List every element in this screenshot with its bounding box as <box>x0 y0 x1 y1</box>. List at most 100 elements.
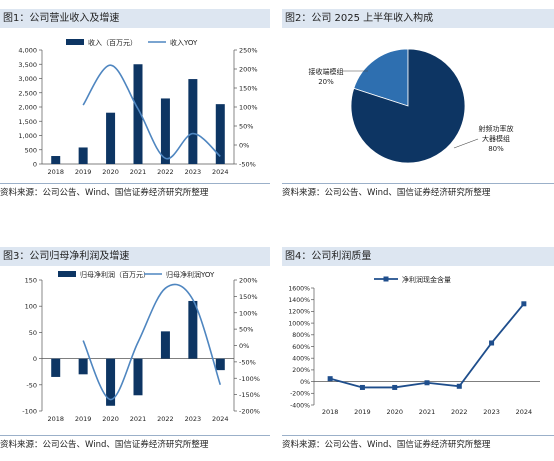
y2-tick-label: 200% <box>239 66 258 74</box>
bar <box>160 331 170 359</box>
x-tick-label: 2020 <box>102 168 119 176</box>
series-line <box>82 64 221 160</box>
divider <box>282 435 554 436</box>
bar <box>215 358 225 371</box>
y-tick-label: 3,500 <box>18 61 37 69</box>
panel-title: 图4：公司利润质量 <box>282 247 554 266</box>
series-line <box>329 303 525 389</box>
x-tick-label: 2021 <box>419 408 436 416</box>
panel-title: 图3：公司归母净利润及增速 <box>0 247 270 266</box>
divider <box>282 183 554 184</box>
y2-tick-label: 100% <box>239 309 258 317</box>
y-tick-label: 400% <box>292 356 310 363</box>
y2-tick-label: 0% <box>239 142 249 150</box>
panel-title: 图2：公司 2025 上半年收入构成 <box>282 9 554 28</box>
y2-tick-label: -200% <box>239 408 260 416</box>
y-tick-label: 3,000 <box>18 75 37 83</box>
x-tick-label: 2019 <box>75 415 92 423</box>
bar <box>106 112 116 164</box>
source-note: 资料来源：公司公告、Wind、国信证券经济研究所整理 <box>282 188 491 198</box>
legend-bar-label: 归母净利润（百万元） <box>80 270 150 279</box>
pie-leader-line <box>453 138 479 149</box>
bar <box>160 98 170 164</box>
bar <box>133 64 143 164</box>
y-tick-label: 600% <box>292 344 310 351</box>
x-tick-label: 2022 <box>451 408 468 416</box>
panel-profit-quality: 图4：公司利润质量 -400% -200% 0% 200% 400% 600% 800% 10… <box>282 247 554 457</box>
y2-tick-label: -100% <box>239 375 260 383</box>
y-tick-label: 1600% <box>288 285 310 292</box>
x-tick-label: 2019 <box>354 408 371 416</box>
net-profit-chart: -100 -50 0 50 100 150 -200% -150% -100% -50% 0% 50%… <box>22 270 260 423</box>
panel-title: 图1：公司营业收入及增速 <box>0 9 270 28</box>
y-tick-label: 1400% <box>288 297 310 304</box>
x-tick-label: 2020 <box>102 415 119 423</box>
y-tick-label: 0 <box>33 355 37 363</box>
pie-slice <box>353 48 409 107</box>
x-tick-label: 2022 <box>157 168 174 176</box>
y-tick-label: 100 <box>25 303 37 311</box>
y2-tick-label: 0% <box>239 342 249 350</box>
x-tick-label: 2023 <box>185 168 202 176</box>
y-tick-label: 0 <box>33 161 37 169</box>
source-note: 资料来源：公司公告、Wind、国信证券经济研究所整理 <box>0 440 209 450</box>
y-tick-label: -400% <box>290 402 310 409</box>
revenue-chart: 0 500 1,000 1,500 2,000 2,500 3,000 3,500 4,000 -… <box>18 38 258 176</box>
y2-tick-label: -150% <box>239 391 260 399</box>
profit-quality-chart: -400% -200% 0% 200% 400% 600% 800% 1000% 1200% 14… <box>288 275 540 416</box>
divider <box>0 183 270 184</box>
x-tick-label: 2023 <box>483 408 500 416</box>
y2-tick-label: 100% <box>239 104 258 112</box>
x-tick-label: 2024 <box>212 168 229 176</box>
panel-revenue: 图1：公司营业收入及增速 0 500 1,000 1,500 2,000 2,500 3,0… <box>0 9 270 209</box>
x-tick-label: 2018 <box>322 408 339 416</box>
pie-slice <box>350 48 466 164</box>
pie-label: 接收端模组 <box>309 67 344 76</box>
x-tick-label: 2018 <box>47 168 64 176</box>
source-note: 资料来源：公司公告、Wind、国信证券经济研究所整理 <box>282 440 491 450</box>
y2-tick-label: 200% <box>239 277 258 285</box>
pie-label-pct: 20% <box>318 78 334 86</box>
y-tick-label: 200% <box>292 367 310 374</box>
bar <box>215 104 225 164</box>
data-point <box>359 384 365 390</box>
bar <box>78 358 88 375</box>
data-point <box>424 380 430 386</box>
bar <box>51 156 61 164</box>
panel-revenue-mix: 图2：公司 2025 上半年收入构成 接收端模组 20% 射频功率放 大器模组 80% … <box>282 9 554 209</box>
data-point <box>327 376 333 382</box>
y-tick-label: 4,000 <box>18 47 37 55</box>
data-point <box>456 383 462 389</box>
y2-tick-label: 250% <box>239 47 258 55</box>
bar <box>188 300 198 359</box>
bar <box>188 79 198 164</box>
legend-bar-swatch <box>58 271 76 277</box>
bar <box>106 358 116 406</box>
x-tick-label: 2019 <box>75 168 92 176</box>
y2-tick-label: 150% <box>239 293 258 301</box>
y-tick-label: 1,500 <box>18 118 37 126</box>
bar <box>78 147 88 164</box>
legend-line-label: 归母净利润YOY <box>166 270 215 279</box>
x-tick-label: 2021 <box>130 168 147 176</box>
series-line <box>82 283 222 401</box>
panel-net-profit: 图3：公司归母净利润及增速 -100 -50 0 50 100 150 -200% -150%… <box>0 247 270 457</box>
x-tick-label: 2018 <box>47 415 64 423</box>
legend-line-label: 收入YOY <box>170 38 198 47</box>
divider <box>0 435 270 436</box>
y2-tick-label: -50% <box>239 161 256 169</box>
y-tick-label: 2,500 <box>18 89 37 97</box>
y-tick-label: -50 <box>26 381 37 389</box>
y-tick-label: 1200% <box>288 309 310 316</box>
data-point <box>521 301 527 307</box>
y2-tick-label: -50% <box>239 358 256 366</box>
y2-tick-label: 50% <box>239 123 253 131</box>
x-tick-label: 2023 <box>185 415 202 423</box>
legend-marker <box>383 276 389 282</box>
source-note: 资料来源：公司公告、Wind、国信证券经济研究所整理 <box>0 188 209 198</box>
y-tick-label: 2,000 <box>18 104 37 112</box>
x-tick-label: 2020 <box>386 408 403 416</box>
y-tick-label: 50 <box>29 329 37 337</box>
y-tick-label: -200% <box>290 391 310 398</box>
